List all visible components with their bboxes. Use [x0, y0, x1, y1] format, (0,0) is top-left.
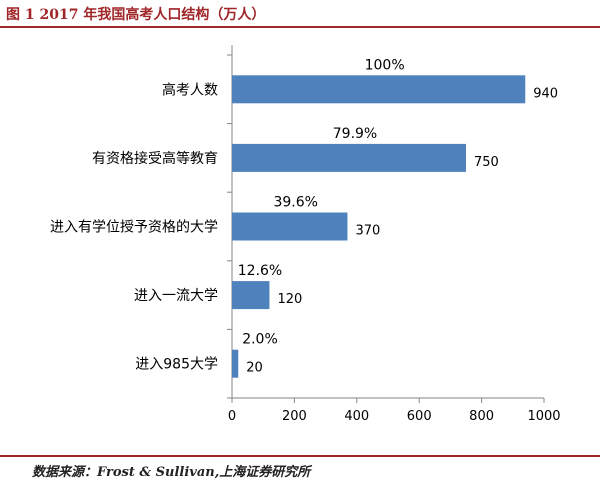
category-label: 进入985大学 — [135, 357, 218, 373]
value-label: 940 — [533, 86, 558, 101]
x-tick-label: 800 — [469, 409, 494, 424]
title-rule — [0, 26, 600, 28]
percent-label: 39.6% — [273, 195, 317, 211]
x-tick-label: 1000 — [527, 409, 560, 424]
bar — [232, 75, 526, 104]
source-rule — [0, 455, 600, 457]
percent-label: 2.0% — [242, 332, 278, 348]
percent-label: 12.6% — [238, 263, 282, 279]
category-label: 高考人数 — [162, 81, 218, 98]
x-tick-label: 400 — [344, 409, 369, 424]
x-tick-label: 0 — [228, 409, 236, 424]
value-label: 370 — [355, 224, 380, 239]
percent-label: 79.9% — [333, 126, 377, 142]
bar — [232, 143, 466, 172]
value-label: 750 — [474, 155, 499, 170]
source-note: 数据来源：Frost & Sullivan,上海证券研究所 — [32, 465, 311, 480]
figure-title: 图 1 2017 年我国高考人口结构（万人） — [6, 7, 266, 23]
value-label: 120 — [277, 292, 302, 307]
percent-label: 100% — [365, 57, 405, 73]
category-label: 有资格接受高等教育 — [92, 150, 218, 167]
category-label: 进入有学位授予资格的大学 — [50, 220, 218, 236]
bar — [232, 349, 239, 378]
category-label: 进入一流大学 — [134, 288, 218, 304]
bar — [232, 281, 270, 310]
x-tick-label: 600 — [407, 409, 432, 424]
bar — [232, 212, 348, 241]
value-label: 20 — [246, 361, 263, 376]
x-tick-label: 200 — [282, 409, 307, 424]
